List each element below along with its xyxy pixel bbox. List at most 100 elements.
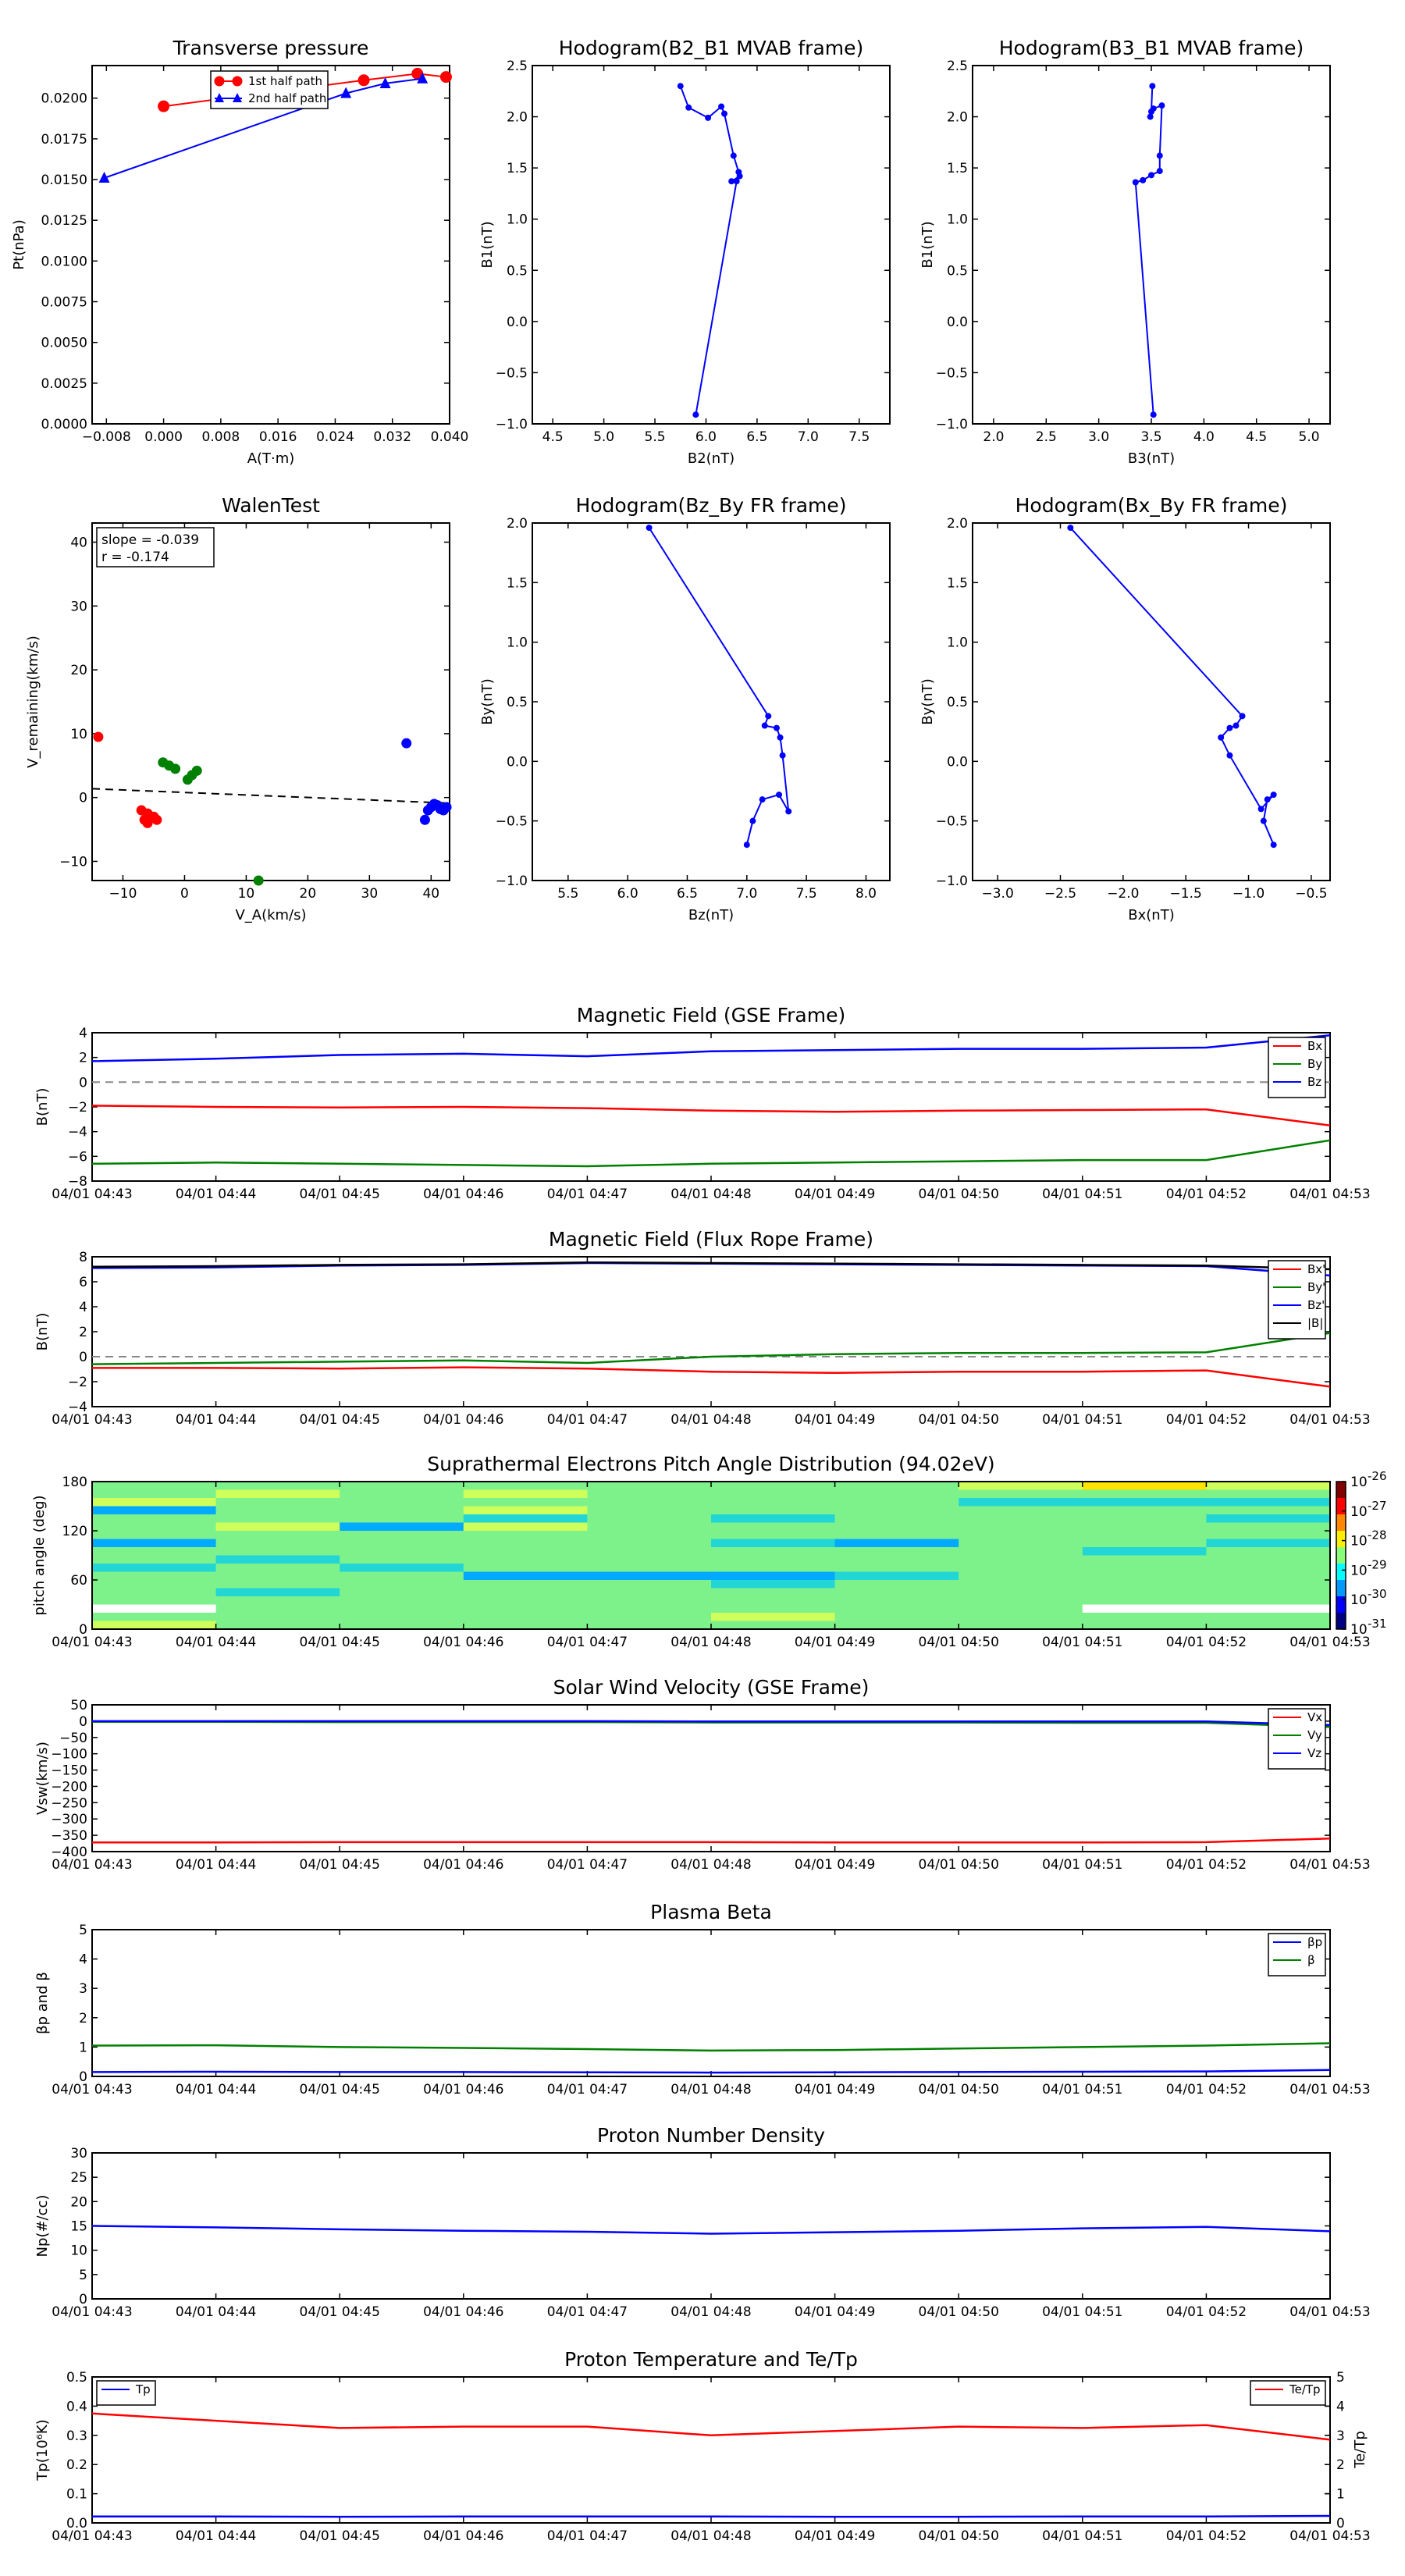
ytick-label: 0.2 (66, 2457, 87, 2473)
ytick-label: 30 (70, 599, 87, 614)
data-point (170, 763, 181, 774)
xtick-label: 04/01 04:49 (795, 1635, 875, 1650)
x-axis-label: B2(nT) (688, 450, 735, 467)
xtick-label: 04/01 04:51 (1042, 2528, 1122, 2544)
heatmap-cell (834, 1489, 959, 1499)
colorbar-exponent: -31 (1368, 1617, 1387, 1631)
panel-np: Proton Number Density 0 5 10 15 20 25 30 04/01 0… (34, 2124, 1371, 2320)
data-point (1150, 411, 1157, 418)
heatmap-cell (711, 1539, 836, 1548)
xtick-label: 04/01 04:46 (423, 2304, 503, 2320)
heatmap-cell (1082, 1498, 1207, 1507)
series-hodogram (1132, 83, 1165, 418)
xtick-label: 04/01 04:48 (670, 2082, 751, 2097)
legend-box (1268, 1708, 1326, 1770)
xtick-label: 4.5 (1246, 429, 1267, 445)
heatmap-cell (215, 1555, 340, 1564)
heatmap-cell (959, 1555, 1083, 1564)
ytick-label: 2.0 (947, 516, 968, 532)
series-hodogram (646, 525, 792, 849)
xtick-label: 04/01 04:44 (176, 2528, 256, 2544)
annotation-r: r = -0.174 (101, 550, 169, 565)
ytick-label: 8 (79, 1250, 87, 1265)
heatmap-cell (1206, 1498, 1331, 1507)
heatmap-cell (587, 1596, 712, 1605)
data-point (761, 722, 768, 729)
legend-label: |B| (1307, 1316, 1323, 1330)
heatmap-cell (340, 1604, 464, 1614)
series-line (92, 1720, 1331, 1728)
ytick-label: −1.0 (936, 417, 968, 432)
data-point (151, 814, 162, 825)
heatmap-cell (711, 1489, 836, 1499)
heatmap-cell (587, 1555, 712, 1564)
xtick-label: 04/01 04:43 (52, 1187, 132, 1202)
legend: Vx Vy Vz (1268, 1708, 1326, 1770)
xtick-label: 04/01 04:43 (52, 2082, 132, 2097)
series-line (679, 85, 741, 415)
data-point (759, 796, 766, 803)
xtick-label: 04/01 04:50 (919, 2528, 999, 2544)
heatmap-cell (959, 1588, 1083, 1597)
heatmap-cell (587, 1522, 712, 1532)
series-line (648, 527, 790, 845)
series-By (91, 1139, 1331, 1168)
legend-label: Tp (135, 2382, 151, 2396)
xtick-label: 30 (361, 886, 379, 902)
heatmap-cell (1206, 1547, 1331, 1556)
panel-mag_fr: Magnetic Field (Flux Rope Frame) −4 −2 0 2 4 6… (34, 1228, 1371, 1428)
heatmap-cell (463, 1580, 588, 1589)
heatmap-cell (340, 1522, 464, 1532)
heatmap-cell (959, 1482, 1083, 1490)
panel-title: Proton Number Density (597, 2124, 825, 2147)
xtick-label: 04/01 04:53 (1289, 2528, 1370, 2544)
xtick-label: 04/01 04:47 (547, 2304, 628, 2320)
plot-frame (91, 2152, 1331, 2300)
heatmap-cell (215, 1514, 340, 1523)
xtick-label: 2.0 (983, 429, 1004, 445)
heatmap-cell (340, 1588, 464, 1597)
series-By (91, 1332, 1331, 1365)
heatmap-cell (463, 1489, 588, 1499)
xtick-label: 20 (300, 886, 317, 902)
heatmap-cell (711, 1522, 836, 1532)
data-point (646, 525, 653, 532)
data-point (1270, 792, 1277, 799)
heatmap-cell (959, 1522, 1083, 1532)
data-point (1257, 806, 1264, 813)
data-point (721, 110, 728, 117)
heatmap-cell (215, 1498, 340, 1507)
panel-title: WalenTest (222, 494, 320, 517)
heatmap-cell (711, 1621, 836, 1630)
plot-frame (91, 65, 450, 425)
y-axis-label: B(nT) (34, 1088, 51, 1126)
xtick-label: −3.0 (981, 886, 1013, 902)
legend-marker (233, 93, 242, 102)
xtick-label: 04/01 04:43 (52, 2528, 132, 2544)
data-point (253, 875, 264, 886)
heatmap-cell (340, 1539, 464, 1548)
data-point (705, 114, 712, 121)
ytick-label: 1.0 (507, 635, 528, 651)
heatmap-cell (711, 1514, 836, 1523)
heatmap-cell (92, 1547, 217, 1556)
data-point (98, 171, 110, 183)
heatmap-cell (834, 1522, 959, 1532)
heatmap-cell (92, 1489, 217, 1499)
legend: Bx By Bz (1268, 1037, 1326, 1098)
xtick-label: 04/01 04:47 (547, 1187, 628, 1202)
legend-label: Vy (1307, 1728, 1322, 1742)
series-line (104, 77, 423, 179)
legend-label: βp (1307, 1935, 1322, 1949)
data-point (142, 808, 153, 819)
panel-title: Proton Temperature and Te/Tp (564, 2348, 858, 2371)
heatmap-cell (959, 1547, 1083, 1556)
series-Bz (91, 1034, 1331, 1062)
data-point (1158, 102, 1165, 109)
heatmap-cell (834, 1531, 959, 1539)
xtick-label: −0.008 (82, 429, 131, 445)
xtick-label: 04/01 04:51 (1042, 2304, 1122, 2320)
xtick-label: 6.0 (617, 886, 638, 902)
panel-pt: Transverse pressure 0.0000 0.0025 0.0050 0.0… (11, 37, 468, 467)
y-axis-label: Np(#/cc) (34, 2195, 51, 2258)
